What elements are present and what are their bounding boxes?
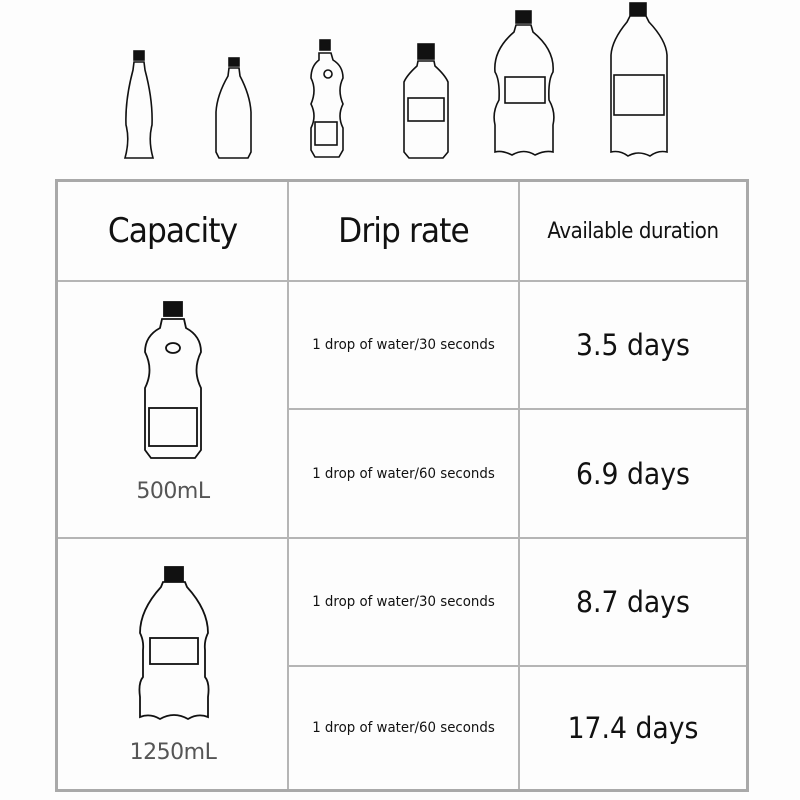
duration-cell: 17.4 days	[567, 711, 699, 745]
bottle-icon-4	[403, 43, 449, 159]
column-divider	[518, 182, 520, 789]
capacity-500ml: 500mL	[136, 479, 210, 504]
bottle-lineup-illustration	[123, 2, 668, 159]
row-divider	[287, 665, 746, 667]
duration-cell: 3.5 days	[576, 328, 690, 362]
drip-rate-cell: 1 drop of water/30 seconds	[312, 337, 495, 353]
column-divider	[287, 182, 289, 789]
bottle-icon-1	[123, 50, 155, 159]
bottle-500ml-icon	[144, 301, 202, 459]
row-divider	[58, 537, 746, 539]
bottle-icon-6	[610, 2, 668, 157]
header-duration: Available duration	[547, 218, 719, 244]
duration-cell: 6.9 days	[576, 456, 690, 491]
duration-cell: 8.7 days	[576, 585, 690, 619]
bottle-icon-3	[310, 39, 344, 158]
drip-rate-cell: 1 drop of water/60 seconds	[312, 465, 495, 482]
row-divider	[58, 280, 746, 282]
capacity-1250ml: 1250mL	[129, 740, 217, 765]
header-drip-rate: Drip rate	[338, 211, 470, 251]
row-divider	[287, 408, 746, 410]
drip-rate-cell: 1 drop of water/60 seconds	[312, 720, 495, 736]
duration-table: Capacity Drip rate Available duration 50…	[55, 179, 749, 792]
header-capacity: Capacity	[107, 211, 238, 251]
bottle-icon-2	[215, 57, 252, 159]
drip-rate-cell: 1 drop of water/30 seconds	[312, 594, 495, 610]
bottle-icon-5	[493, 10, 555, 156]
bottle-1250ml-icon	[138, 566, 210, 721]
